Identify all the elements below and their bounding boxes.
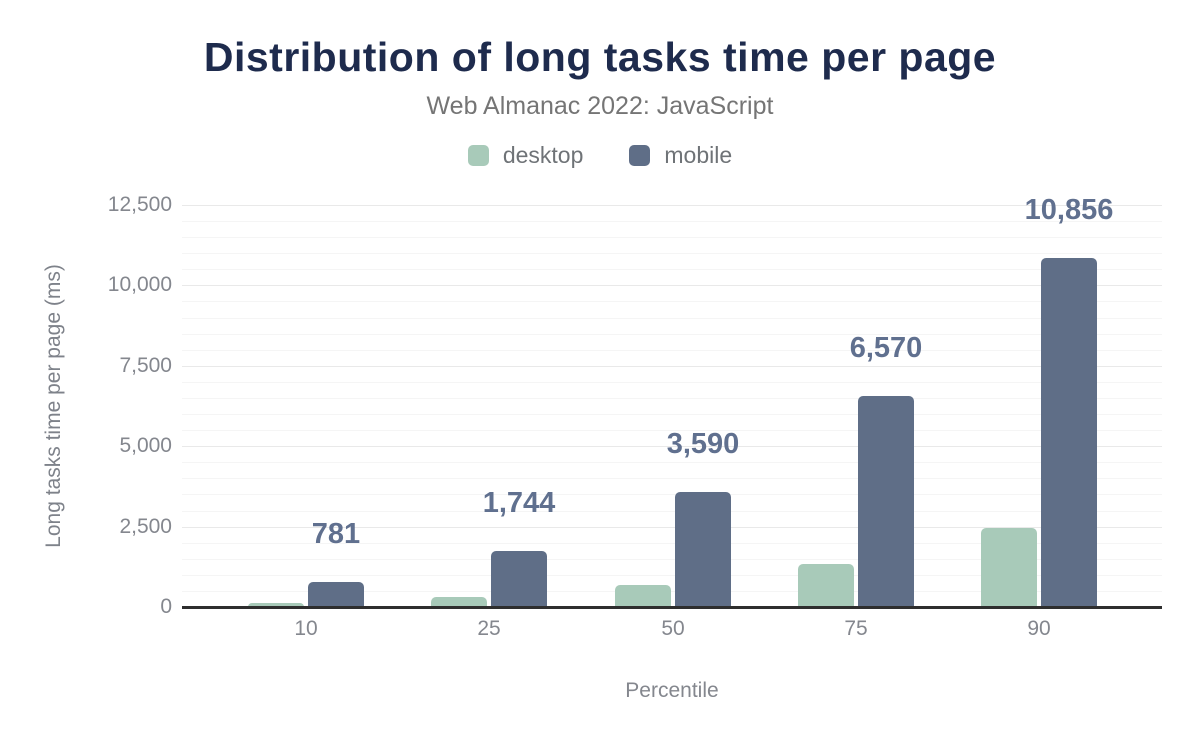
legend: desktop mobile (0, 142, 1200, 169)
major-gridline (182, 366, 1162, 367)
minor-gridline (182, 462, 1162, 463)
bar-desktop-p25 (431, 597, 487, 607)
x-tick-label-75: 75 (844, 617, 868, 640)
bar-mobile-p75 (858, 396, 914, 607)
legend-item-mobile: mobile (629, 142, 732, 169)
minor-gridline (182, 575, 1162, 576)
chart-title: Distribution of long tasks time per page (203, 34, 997, 80)
minor-gridline (182, 253, 1162, 254)
minor-gridline (182, 318, 1162, 319)
major-gridline (182, 446, 1162, 447)
y-axis-title: Long tasks time per page (ms) (42, 264, 65, 548)
x-tick-label-50: 50 (661, 617, 685, 640)
bar-desktop-p75 (798, 564, 854, 607)
minor-gridline (182, 559, 1162, 560)
minor-gridline (182, 591, 1162, 592)
x-tick-label-10: 10 (294, 617, 318, 640)
y-tick-label: 10,000 (107, 273, 172, 296)
bar-mobile-p25 (491, 551, 547, 607)
data-label-mobile-p25: 1,744 (482, 487, 556, 519)
data-label-mobile-p10: 781 (311, 518, 361, 550)
minor-gridline (182, 382, 1162, 383)
y-tick-label: 5,000 (119, 434, 172, 457)
data-label-mobile-p50: 3,590 (666, 428, 740, 460)
legend-swatch-desktop (467, 145, 489, 166)
x-axis-line (182, 606, 1162, 609)
y-tick-label: 0 (160, 595, 172, 618)
minor-gridline (182, 398, 1162, 399)
minor-gridline (182, 221, 1162, 222)
minor-gridline (182, 301, 1162, 302)
bar-mobile-p50 (675, 492, 731, 607)
x-tick-label-25: 25 (477, 617, 501, 640)
y-tick-label: 7,500 (119, 354, 172, 377)
y-tick-label: 12,500 (107, 193, 172, 216)
minor-gridline (182, 414, 1162, 415)
minor-gridline (182, 494, 1162, 495)
data-label-mobile-p75: 6,570 (849, 332, 923, 364)
major-gridline (182, 205, 1162, 206)
major-gridline (182, 527, 1162, 528)
minor-gridline (182, 237, 1162, 238)
minor-gridline (182, 478, 1162, 479)
minor-gridline (182, 430, 1162, 431)
legend-label: mobile (664, 142, 733, 168)
x-tick-label-90: 90 (1027, 617, 1051, 640)
bar-desktop-p10 (248, 603, 304, 607)
legend-swatch-mobile (629, 145, 651, 166)
major-gridline (182, 285, 1162, 286)
data-label-mobile-p90: 10,856 (1024, 194, 1114, 226)
minor-gridline (182, 269, 1162, 270)
x-axis-title: Percentile (625, 679, 719, 702)
minor-gridline (182, 511, 1162, 512)
bar-desktop-p50 (615, 585, 671, 607)
bar-mobile-p90 (1041, 258, 1097, 607)
legend-item-desktop: desktop (467, 142, 584, 169)
bar-desktop-p90 (981, 528, 1037, 607)
bar-mobile-p10 (308, 582, 364, 607)
chart-subtitle: Web Almanac 2022: JavaScript (426, 92, 774, 120)
minor-gridline (182, 350, 1162, 351)
legend-label: desktop (502, 142, 584, 168)
y-tick-label: 2,500 (119, 515, 172, 538)
minor-gridline (182, 334, 1162, 335)
minor-gridline (182, 543, 1162, 544)
